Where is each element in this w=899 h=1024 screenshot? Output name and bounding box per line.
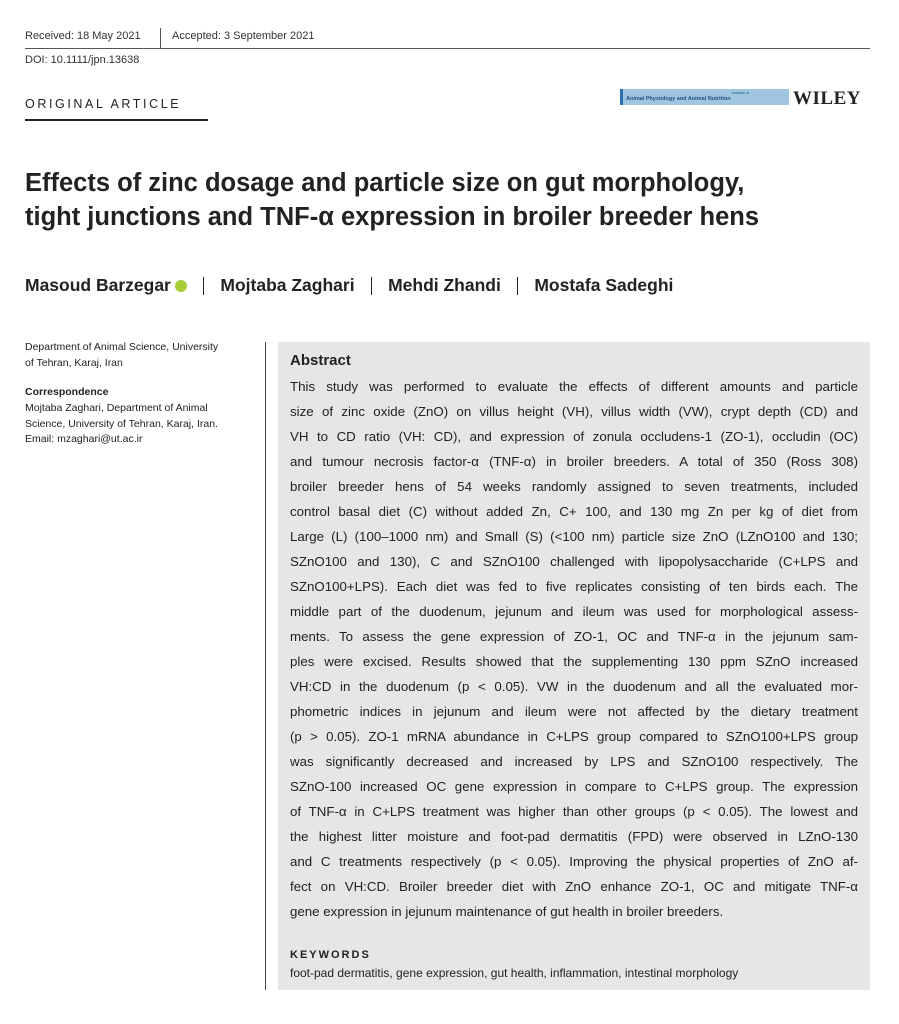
abstract-line: was significantly decreased and increase… [290,754,858,769]
abstract-line: broiler breeder hens of 54 weeks randoml… [290,479,858,494]
abstract-line: SZnO100 and 130), C and SZnO100 challeng… [290,554,858,569]
abstract-line: This study was performed to evaluate the… [290,379,858,394]
correspondence-line: Mojtaba Zaghari, Department of Animal [25,402,208,414]
affiliation-line: of Tehran, Karaj, Iran [25,356,123,369]
affiliation-line: Department of Animal Science, University [25,341,219,353]
abstract-box: Abstract This study was performed to eva… [278,342,870,990]
rule [25,48,870,49]
journal-pre: Journal of [731,90,749,95]
author: Mostafa Sadeghi [534,275,674,295]
abstract-line: VH to CD ratio (VH: CD), and expression … [290,429,858,444]
abstract-line: (p > 0.05). ZO-1 mRNA abundance in C+LPS… [290,729,858,744]
separator [516,276,519,295]
accepted: Accepted: 3 September 2021 [172,30,315,42]
abstract-line: SZnO-100 increased OC gene expression in… [290,779,858,794]
abstract-line: VH:CD in the duodenum (p < 0.05). VW in … [290,679,858,694]
abstract-line: gene expression in jejunum maintenance o… [290,904,724,919]
doi: DOI: 10.1111/jpn.13638 [25,54,140,66]
received: Received: 18 May 2021 [25,30,141,42]
abstract-line: Large (L) (100–1000 nm) and Small (S) (<… [290,529,858,544]
publisher: WILEY [793,88,861,109]
abstract-heading: Abstract [290,352,351,369]
section: ORIGINAL ARTICLE [25,97,182,111]
title: Effects of zinc dosage and particle size… [25,166,759,234]
abstract-line: SZnO100+LPS). Each diet was fed to five … [290,579,858,594]
affiliation: Department of Animal Science, University… [25,340,218,371]
abstract-line: ples were excised. Results showed that t… [290,654,858,669]
abstract-line: phometric indices in jejunum and ileum w… [290,704,858,719]
abstract-line: of TNF-α in C+LPS treatment was higher t… [290,804,858,819]
title-line: tight junctions and TNF-α expression in … [25,203,760,231]
column-rule [265,342,266,990]
keywords-heading: KEYWORDS [290,949,371,961]
abstract-line: ments. To assess the gene expression of … [290,629,858,644]
abstract-line: the highest litter moisture and foot-pad… [290,829,858,844]
abstract-line: size of zinc oxide (ZnO) on villus heigh… [290,404,858,419]
abstract-line: control basal diet (C) without added Zn,… [290,504,858,519]
author: Mojtaba Zaghari [220,275,355,295]
author: Mehdi Zhandi [388,275,501,295]
abstract-text: This study was performed to evaluate the… [290,374,858,924]
correspondence: Mojtaba Zaghari, Department of Animal Sci… [25,401,218,448]
section-rule [25,119,208,121]
correspondence-line: Science, University of Tehran, Karaj, Ir… [25,417,218,430]
abstract-line: middle part of the duodenum, jejunum and… [290,604,858,619]
abstract-line: and C treatments respectively (p < 0.05)… [290,854,858,869]
journal-name: Animal Physiology and Animal Nutrition [626,96,731,102]
authors: Masoud Barzegar Mojtaba Zaghari Mehdi Zhan… [25,275,673,296]
author: Masoud Barzegar [25,275,171,295]
separator [370,276,373,295]
abstract-line: and tumour necrosis factor-α (TNF-α) in … [290,454,858,469]
correspondence-heading: Correspondence [25,386,109,398]
keywords: foot-pad dermatitis, gene expression, gu… [290,966,739,980]
divider [160,28,161,48]
separator [202,276,205,295]
journal-logo: Journal of Animal Physiology and Animal … [620,89,789,105]
abstract-line: fect on VH:CD. Broiler breeder diet with… [290,879,858,894]
title-line: Effects of zinc dosage and particle size… [25,169,745,197]
correspondence-line: Email: mzaghari@ut.ac.ir [25,433,143,445]
orcid-icon [174,279,187,292]
